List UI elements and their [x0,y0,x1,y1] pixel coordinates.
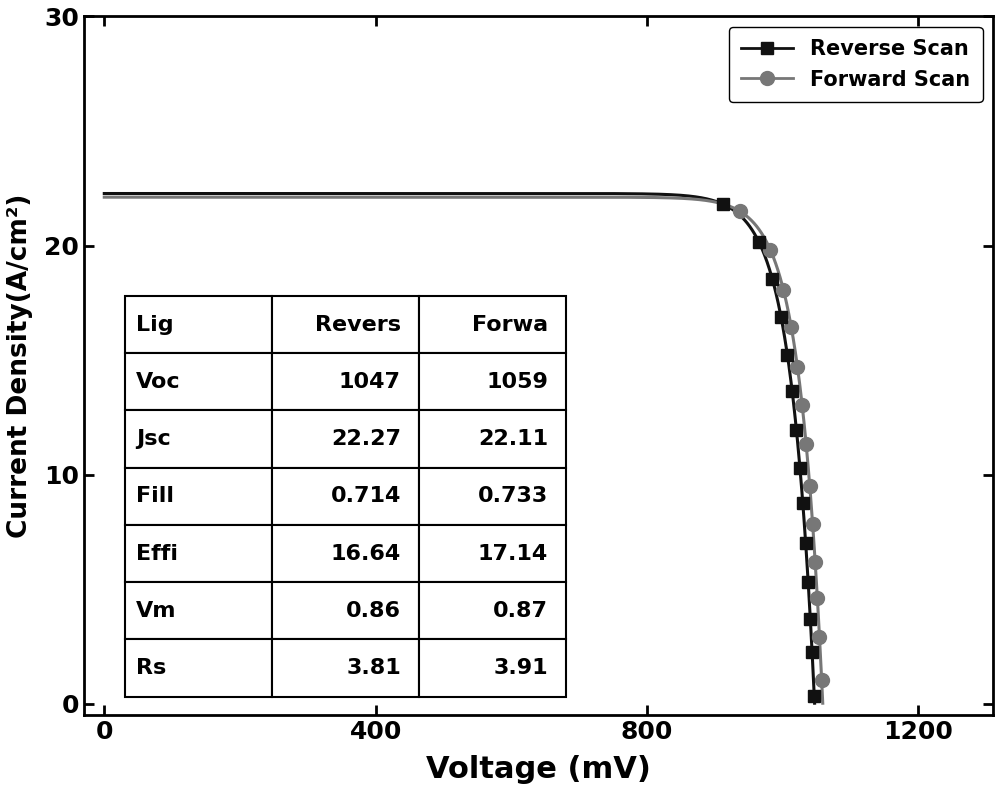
X-axis label: Voltage (mV): Voltage (mV) [426,755,651,784]
Bar [272,639,419,697]
Text: 0.733: 0.733 [478,486,548,506]
Text: 1047: 1047 [339,372,401,392]
Bar [272,525,419,582]
Text: Revers: Revers [315,315,401,335]
Legend: Reverse Scan, Forward Scan: Reverse Scan, Forward Scan [729,27,983,102]
Text: 22.11: 22.11 [478,429,548,449]
Text: 0.87: 0.87 [493,601,548,621]
Text: Voc: Voc [136,372,181,392]
Text: Lig: Lig [136,315,174,335]
Bar [272,467,419,525]
Text: Rs: Rs [136,658,167,678]
Text: Vm: Vm [136,601,177,621]
Text: 16.64: 16.64 [331,543,401,564]
Bar [125,467,272,525]
Text: 22.27: 22.27 [331,429,401,449]
Bar [125,525,272,582]
Bar [419,639,566,697]
Bar [419,582,566,639]
Bar [125,296,272,353]
Bar [125,411,272,467]
Text: Effi: Effi [136,543,178,564]
Text: Fill: Fill [136,486,174,506]
Bar [125,582,272,639]
Bar [419,296,566,353]
Text: 3.81: 3.81 [346,658,401,678]
Bar [419,411,566,467]
Bar [125,353,272,411]
Bar [419,467,566,525]
Bar [272,353,419,411]
Bar [419,525,566,582]
Bar [419,353,566,411]
Text: 17.14: 17.14 [478,543,548,564]
Text: 0.714: 0.714 [331,486,401,506]
Bar [272,296,419,353]
Y-axis label: Current Density(A/cm²): Current Density(A/cm²) [7,194,33,538]
Text: 3.91: 3.91 [493,658,548,678]
Bar [125,639,272,697]
Bar [272,411,419,467]
Text: Forwa: Forwa [472,315,548,335]
Text: 0.86: 0.86 [346,601,401,621]
Bar [272,582,419,639]
Text: Jsc: Jsc [136,429,171,449]
Text: 1059: 1059 [486,372,548,392]
